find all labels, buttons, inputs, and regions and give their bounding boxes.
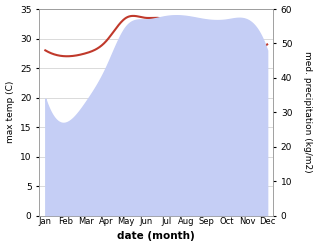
X-axis label: date (month): date (month) bbox=[117, 231, 195, 242]
Y-axis label: max temp (C): max temp (C) bbox=[5, 81, 15, 144]
Y-axis label: med. precipitation (kg/m2): med. precipitation (kg/m2) bbox=[303, 51, 313, 173]
